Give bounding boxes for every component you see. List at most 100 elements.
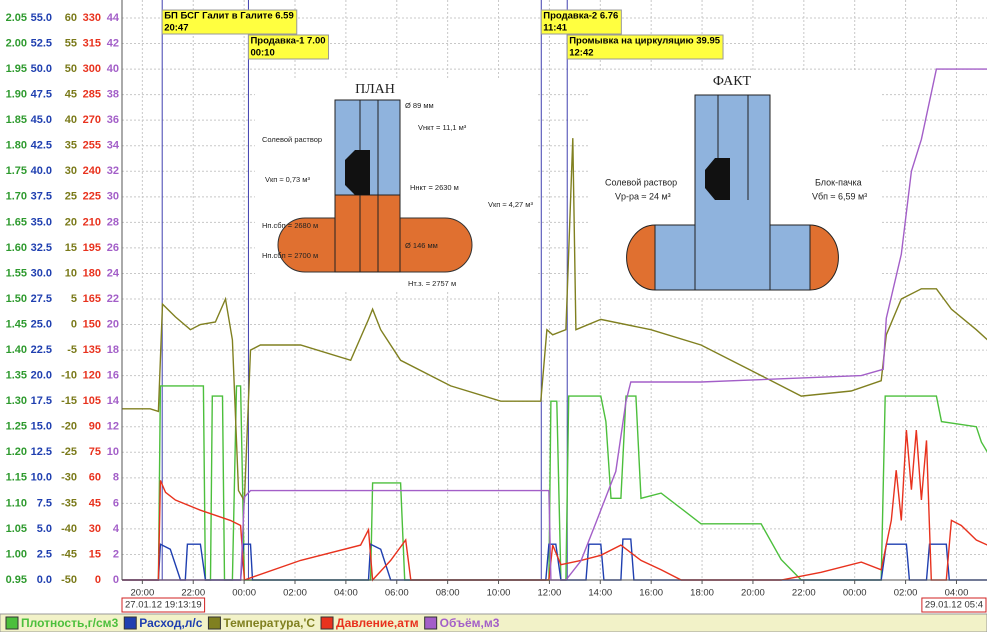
y-tick-label: 1.80 xyxy=(6,140,27,152)
y-tick-label: 285 xyxy=(83,89,101,101)
y-tick-label: 0 xyxy=(71,318,77,330)
y-tick-label: 270 xyxy=(83,114,101,126)
x-tick-label: 22:00 xyxy=(181,588,205,599)
y-tick-label: -5 xyxy=(67,344,77,356)
plan-label: Hп.сбп = 2680 м xyxy=(262,221,318,230)
x-tick-label: 04:00 xyxy=(945,588,969,599)
x-tick-label: 18:00 xyxy=(690,588,714,599)
y-tick-label: 4 xyxy=(113,523,120,535)
y-tick-label: 10 xyxy=(107,446,119,458)
y-tick-label: 38 xyxy=(107,89,119,101)
y-tick-label: 255 xyxy=(83,140,101,152)
y-tick-label: 120 xyxy=(83,370,101,382)
y-tick-label: 52.5 xyxy=(31,37,52,49)
plan-label: Hп.сбп = 2700 м xyxy=(262,251,318,260)
y-tick-label: 0 xyxy=(95,574,101,586)
y-tick-label: 2.05 xyxy=(6,12,27,24)
x-tick-label: 14:00 xyxy=(588,588,612,599)
y-tick-label: 12 xyxy=(107,421,119,433)
y-tick-label: 105 xyxy=(83,395,101,407)
y-tick-label: 15 xyxy=(65,242,77,254)
y-tick-label: 150 xyxy=(83,318,101,330)
plan-label: Ø 146 мм xyxy=(405,241,438,250)
y-tick-label: 6 xyxy=(113,497,119,509)
fact-label: Vр-ра ≈ 24 м³ xyxy=(615,191,671,201)
fact-title: ФАКТ xyxy=(713,74,752,89)
y-tick-label: -20 xyxy=(61,421,77,433)
legend-swatch xyxy=(321,617,333,629)
y-tick-label: 50 xyxy=(65,63,77,75)
y-tick-label: 7.5 xyxy=(37,497,52,509)
y-tick-label: 20 xyxy=(107,318,119,330)
y-tick-label: 10 xyxy=(65,267,77,279)
legend-label: Плотность,г/см3 xyxy=(21,616,119,630)
y-tick-label: 1.75 xyxy=(6,165,27,177)
annotation-text: Промывка на циркуляцию 39.95 xyxy=(569,36,721,47)
y-tick-label: -10 xyxy=(61,370,77,382)
fact-label: Солевой раствор xyxy=(605,177,677,187)
y-tick-label: 20.0 xyxy=(31,370,52,382)
y-tick-label: 5 xyxy=(71,293,77,305)
fact-inset: ФАКТ Солевой раствор Vр-ра ≈ 24 м³ Блок-… xyxy=(590,70,882,298)
y-tick-label: -15 xyxy=(61,395,77,407)
y-tick-label: 1.90 xyxy=(6,89,27,101)
chart: ПЛАН Ø 89 мм Vнкт = 11,1 м³ Солевой раст… xyxy=(0,0,987,632)
y-tick-label: 37.5 xyxy=(31,191,52,203)
y-tick-label: 240 xyxy=(83,165,101,177)
y-tick-label: 50.0 xyxy=(31,63,52,75)
y-tick-label: 315 xyxy=(83,37,101,49)
annotation-time: 20:47 xyxy=(164,23,188,34)
y-tick-label: -50 xyxy=(61,574,77,586)
y-tick-label: 2 xyxy=(113,548,119,560)
y-tick-label: 0.0 xyxy=(37,574,52,586)
y-tick-label: 12.5 xyxy=(31,446,52,458)
y-tick-label: 225 xyxy=(83,191,101,203)
y-tick-label: 30 xyxy=(107,191,119,203)
y-tick-label: 18 xyxy=(107,344,119,356)
y-tick-label: 55 xyxy=(65,37,77,49)
y-tick-label: 210 xyxy=(83,216,101,228)
y-tick-label: 45 xyxy=(89,497,101,509)
y-tick-label: 1.45 xyxy=(6,318,27,330)
fact-label: Блок-пачка xyxy=(815,177,862,187)
plan-label: Vкп ≈ 0,73 м³ xyxy=(265,175,310,184)
plan-label: Hт.з. = 2757 м xyxy=(408,279,456,288)
y-tick-label: 47.5 xyxy=(31,89,52,101)
legend-swatch xyxy=(124,617,136,629)
y-tick-label: 1.50 xyxy=(6,293,27,305)
annotation-time: 12:42 xyxy=(569,48,593,59)
y-tick-label: 44 xyxy=(107,12,120,24)
y-tick-label: 45.0 xyxy=(31,114,52,126)
y-tick-label: -35 xyxy=(61,497,77,509)
legend-label: Объём,м3 xyxy=(440,616,500,630)
y-tick-label: 1.00 xyxy=(6,548,27,560)
y-tick-label: 165 xyxy=(83,293,101,305)
y-tick-label: 26 xyxy=(107,242,119,254)
y-tick-label: 27.5 xyxy=(31,293,52,305)
date-label: 27.01.12 19:13:19 xyxy=(125,600,202,611)
y-tick-label: 8 xyxy=(113,472,119,484)
y-tick-label: 30 xyxy=(89,523,101,535)
y-tick-label: 55.0 xyxy=(31,12,52,24)
legend-label: Температура,'С xyxy=(223,616,315,630)
fact-label: Vбп ≈ 6,59 м³ xyxy=(812,191,867,201)
y-tick-label: 45 xyxy=(65,89,77,101)
y-tick-label: 0 xyxy=(113,574,119,586)
y-tick-label: 40.0 xyxy=(31,165,52,177)
y-tick-label: 25.0 xyxy=(31,318,52,330)
plan-inset: ПЛАН Ø 89 мм Vнкт = 11,1 м³ Солевой раст… xyxy=(255,78,537,290)
y-tick-label: 10.0 xyxy=(31,472,52,484)
y-tick-label: 22.5 xyxy=(31,344,52,356)
y-tick-label: -25 xyxy=(61,446,77,458)
plan-label: Vнкт = 11,1 м³ xyxy=(418,123,467,132)
y-tick-label: 30.0 xyxy=(31,267,52,279)
y-tick-label: 14 xyxy=(107,395,120,407)
annotation-time: 00:10 xyxy=(250,48,274,59)
legend-swatch xyxy=(208,617,220,629)
y-tick-label: 24 xyxy=(107,267,120,279)
plan-annulus xyxy=(335,195,400,272)
plan-label: Солевой раствор xyxy=(262,135,322,144)
